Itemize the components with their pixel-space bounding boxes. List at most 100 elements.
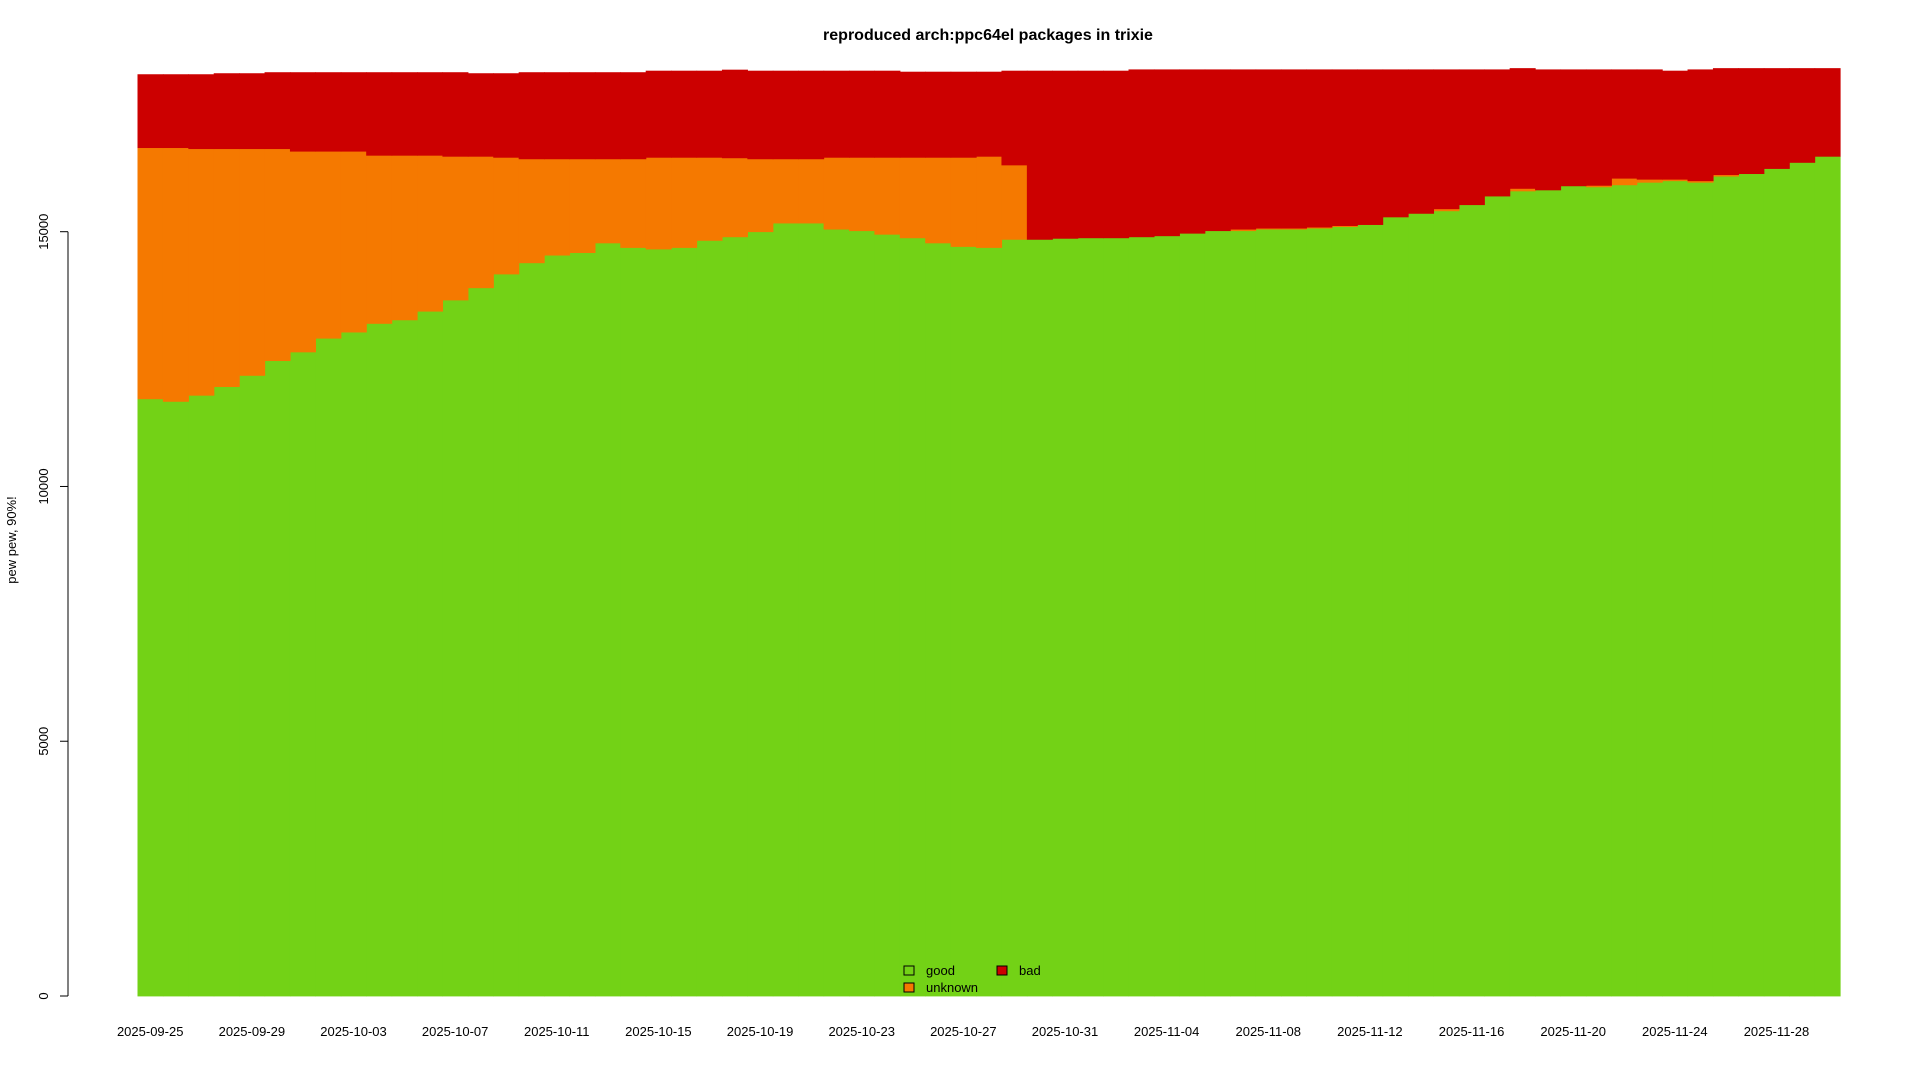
bar-bad [1484,69,1511,197]
bar-good [1026,239,1053,997]
x-tick-label: 2025-10-27 [930,1024,997,1039]
bar-bad [1585,69,1612,186]
bar-unknown [162,147,189,402]
bar-bad [1357,69,1384,225]
bar-good [848,230,876,997]
bar-good [188,395,215,997]
bar-bad [188,74,215,150]
bar-bad [899,71,926,158]
x-tick-label: 2025-11-20 [1540,1024,1606,1039]
bar-unknown [772,158,799,224]
bar-good [417,311,444,997]
bar-unknown [340,151,367,333]
bar-bad [137,74,164,149]
bar-good [976,247,1003,997]
bar-good [340,332,367,997]
bar-good [442,299,469,997]
bar-bad [162,74,189,149]
bar-unknown [417,155,444,312]
bar-good [315,338,342,997]
bar-unknown [289,151,316,353]
bar-bad [594,72,621,160]
legend-swatch-bad [996,965,1008,976]
bar-bad [1662,70,1689,180]
bar-good [594,242,621,997]
bar-bad [747,70,774,160]
bar-bad [518,72,545,160]
bar-bad [976,71,1003,157]
bar-unknown [645,157,672,250]
bar-good [696,240,723,997]
bar-unknown [671,157,698,248]
bar-bad [1535,69,1562,191]
bar-good [721,236,748,997]
bar-good [1484,196,1511,997]
bar-bad [925,71,952,158]
bar-unknown [366,155,393,324]
bar-good [1001,239,1028,997]
bar-bad [1204,69,1231,232]
bar-bad [671,70,698,158]
bar-good [1433,210,1460,997]
bar-unknown [442,156,469,301]
bar-good [1331,226,1358,997]
bar-bad [1712,68,1739,176]
bar-good [1509,190,1536,997]
bar-unknown [874,157,901,235]
bar-bad [1611,69,1638,179]
y-axis: 0 5000 10000 15000 [36,214,69,1000]
x-tick-label: 2025-09-29 [219,1024,286,1039]
bar-bad [1026,70,1053,240]
bar-unknown [467,156,494,289]
bar-bad [1560,69,1587,187]
x-tick-label: 2025-10-11 [524,1024,590,1039]
bar-unknown [1230,229,1257,232]
x-tick-label: 2025-11-24 [1642,1024,1708,1039]
bar-good [1357,224,1384,997]
bar-good [493,273,520,997]
bar-unknown [518,158,545,264]
bar-bad [1382,69,1409,218]
bar-bad [1687,69,1714,182]
bar-good [1611,184,1638,997]
bar-bad [645,70,672,158]
bar-bad [1789,68,1816,163]
bar-bad [391,72,418,156]
bar-bad [1280,69,1307,229]
legend: good unknown bad [903,963,1041,995]
bar-unknown [798,158,825,224]
bar-good [874,234,901,997]
bar-good [1535,189,1562,997]
bar-good [620,247,647,997]
bar-unknown [1636,179,1663,183]
bar-good [518,262,545,997]
bar-bad [544,72,571,160]
bar-unknown [848,157,876,232]
bar-good [1763,168,1790,997]
bar-unknown [721,157,748,238]
bar-good [137,398,164,997]
bar-bad [1433,69,1460,210]
bar-bad [1814,68,1841,157]
bar-unknown [823,157,850,230]
bar-good [899,237,926,997]
bar-unknown [1687,180,1714,183]
legend-label-bad: bad [1019,963,1041,978]
bar-unknown [1509,188,1536,192]
bar-bad [848,70,876,158]
bar-bad [1001,70,1028,166]
x-tick-label: 2025-11-04 [1134,1024,1200,1039]
y-tick-label: 10000 [36,468,51,504]
bar-bad [823,70,850,158]
bar-bad [950,71,977,158]
bar-bad [239,73,266,150]
bar-unknown [1712,174,1739,177]
x-tick-label: 2025-10-03 [320,1024,387,1039]
y-tick-label: 15000 [36,214,51,250]
bar-unknown [1280,228,1307,230]
bar-bad [1179,69,1206,234]
x-tick-label: 2025-10-15 [625,1024,692,1039]
bar-unknown [569,158,596,253]
bar-good [1230,230,1257,997]
bar-bad [1738,68,1765,175]
